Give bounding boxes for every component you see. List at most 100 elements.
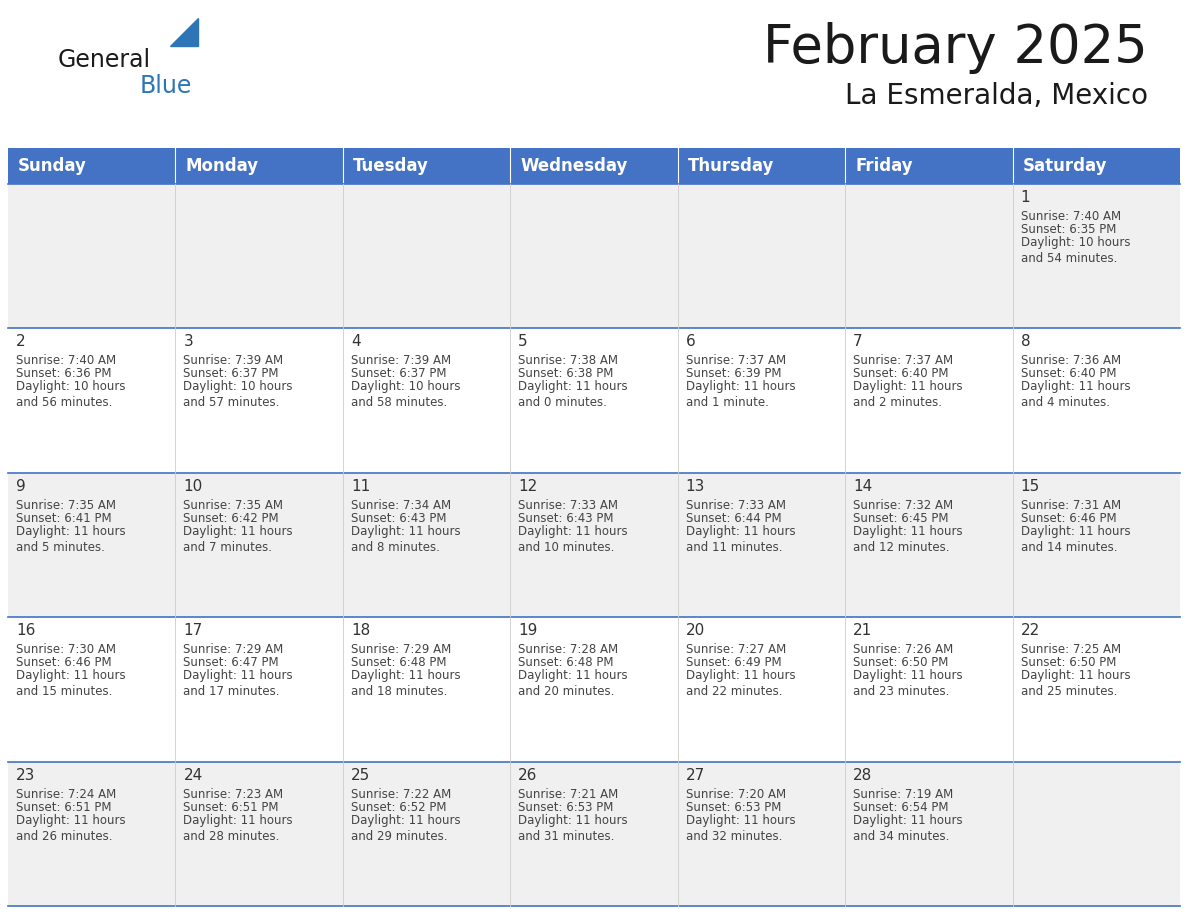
Text: Sunrise: 7:26 AM: Sunrise: 7:26 AM bbox=[853, 644, 954, 656]
Text: Wednesday: Wednesday bbox=[520, 157, 627, 175]
Text: Sunset: 6:43 PM: Sunset: 6:43 PM bbox=[518, 512, 614, 525]
Text: Sunset: 6:51 PM: Sunset: 6:51 PM bbox=[183, 800, 279, 813]
Text: Sunrise: 7:39 AM: Sunrise: 7:39 AM bbox=[183, 354, 284, 367]
Text: Daylight: 11 hours
and 32 minutes.: Daylight: 11 hours and 32 minutes. bbox=[685, 813, 795, 843]
Text: Daylight: 11 hours
and 18 minutes.: Daylight: 11 hours and 18 minutes. bbox=[350, 669, 461, 699]
Text: Daylight: 11 hours
and 22 minutes.: Daylight: 11 hours and 22 minutes. bbox=[685, 669, 795, 699]
Bar bbox=[677, 148, 845, 184]
Text: Sunset: 6:46 PM: Sunset: 6:46 PM bbox=[1020, 512, 1117, 525]
Text: Sunrise: 7:33 AM: Sunrise: 7:33 AM bbox=[518, 498, 618, 512]
Text: 20: 20 bbox=[685, 623, 704, 638]
Text: Sunset: 6:40 PM: Sunset: 6:40 PM bbox=[853, 367, 949, 380]
Text: Friday: Friday bbox=[855, 157, 912, 175]
Text: Sunrise: 7:34 AM: Sunrise: 7:34 AM bbox=[350, 498, 451, 512]
Text: Daylight: 11 hours
and 25 minutes.: Daylight: 11 hours and 25 minutes. bbox=[1020, 669, 1130, 699]
Text: Daylight: 11 hours
and 29 minutes.: Daylight: 11 hours and 29 minutes. bbox=[350, 813, 461, 843]
Polygon shape bbox=[170, 18, 198, 46]
Text: Daylight: 10 hours
and 57 minutes.: Daylight: 10 hours and 57 minutes. bbox=[183, 380, 293, 409]
Text: Sunrise: 7:27 AM: Sunrise: 7:27 AM bbox=[685, 644, 786, 656]
Text: 7: 7 bbox=[853, 334, 862, 350]
Text: Daylight: 11 hours
and 12 minutes.: Daylight: 11 hours and 12 minutes. bbox=[853, 525, 962, 554]
Text: Daylight: 11 hours
and 34 minutes.: Daylight: 11 hours and 34 minutes. bbox=[853, 813, 962, 843]
Text: 3: 3 bbox=[183, 334, 194, 350]
Text: Daylight: 11 hours
and 11 minutes.: Daylight: 11 hours and 11 minutes. bbox=[685, 525, 795, 554]
Text: Sunset: 6:50 PM: Sunset: 6:50 PM bbox=[1020, 656, 1116, 669]
Text: Daylight: 11 hours
and 8 minutes.: Daylight: 11 hours and 8 minutes. bbox=[350, 525, 461, 554]
Text: Daylight: 11 hours
and 14 minutes.: Daylight: 11 hours and 14 minutes. bbox=[1020, 525, 1130, 554]
Text: Sunrise: 7:29 AM: Sunrise: 7:29 AM bbox=[183, 644, 284, 656]
Text: Daylight: 11 hours
and 5 minutes.: Daylight: 11 hours and 5 minutes. bbox=[15, 525, 126, 554]
Text: Sunrise: 7:28 AM: Sunrise: 7:28 AM bbox=[518, 644, 619, 656]
Bar bbox=[8, 617, 1180, 762]
Text: Daylight: 11 hours
and 4 minutes.: Daylight: 11 hours and 4 minutes. bbox=[1020, 380, 1130, 409]
Text: Sunrise: 7:29 AM: Sunrise: 7:29 AM bbox=[350, 644, 451, 656]
Text: Tuesday: Tuesday bbox=[353, 157, 429, 175]
Text: Daylight: 11 hours
and 1 minute.: Daylight: 11 hours and 1 minute. bbox=[685, 380, 795, 409]
Text: Saturday: Saturday bbox=[1023, 157, 1107, 175]
Text: Daylight: 10 hours
and 56 minutes.: Daylight: 10 hours and 56 minutes. bbox=[15, 380, 126, 409]
Text: 28: 28 bbox=[853, 767, 872, 783]
Text: 6: 6 bbox=[685, 334, 695, 350]
Text: 2: 2 bbox=[15, 334, 26, 350]
Text: 4: 4 bbox=[350, 334, 360, 350]
Text: Sunrise: 7:39 AM: Sunrise: 7:39 AM bbox=[350, 354, 451, 367]
Text: Sunset: 6:48 PM: Sunset: 6:48 PM bbox=[518, 656, 614, 669]
Text: Sunrise: 7:19 AM: Sunrise: 7:19 AM bbox=[853, 788, 954, 800]
Text: 19: 19 bbox=[518, 623, 538, 638]
Text: 24: 24 bbox=[183, 767, 203, 783]
Text: Sunset: 6:39 PM: Sunset: 6:39 PM bbox=[685, 367, 782, 380]
Text: Sunset: 6:49 PM: Sunset: 6:49 PM bbox=[685, 656, 782, 669]
Text: 9: 9 bbox=[15, 479, 26, 494]
Text: 22: 22 bbox=[1020, 623, 1040, 638]
Text: 17: 17 bbox=[183, 623, 203, 638]
Text: Sunrise: 7:31 AM: Sunrise: 7:31 AM bbox=[1020, 498, 1120, 512]
Text: Sunset: 6:44 PM: Sunset: 6:44 PM bbox=[685, 512, 782, 525]
Text: Sunrise: 7:33 AM: Sunrise: 7:33 AM bbox=[685, 498, 785, 512]
Text: Sunset: 6:48 PM: Sunset: 6:48 PM bbox=[350, 656, 447, 669]
Text: Daylight: 11 hours
and 10 minutes.: Daylight: 11 hours and 10 minutes. bbox=[518, 525, 628, 554]
Text: 12: 12 bbox=[518, 479, 537, 494]
Text: Sunrise: 7:35 AM: Sunrise: 7:35 AM bbox=[183, 498, 284, 512]
Text: Monday: Monday bbox=[185, 157, 259, 175]
Text: 15: 15 bbox=[1020, 479, 1040, 494]
Text: Sunset: 6:45 PM: Sunset: 6:45 PM bbox=[853, 512, 949, 525]
Text: Sunrise: 7:38 AM: Sunrise: 7:38 AM bbox=[518, 354, 618, 367]
Text: Sunrise: 7:25 AM: Sunrise: 7:25 AM bbox=[1020, 644, 1120, 656]
Text: 25: 25 bbox=[350, 767, 371, 783]
Text: 18: 18 bbox=[350, 623, 371, 638]
Text: Sunset: 6:51 PM: Sunset: 6:51 PM bbox=[15, 800, 112, 813]
Text: Daylight: 11 hours
and 28 minutes.: Daylight: 11 hours and 28 minutes. bbox=[183, 813, 293, 843]
Bar bbox=[845, 148, 1012, 184]
Text: Daylight: 11 hours
and 26 minutes.: Daylight: 11 hours and 26 minutes. bbox=[15, 813, 126, 843]
Text: Sunset: 6:50 PM: Sunset: 6:50 PM bbox=[853, 656, 948, 669]
Text: Sunset: 6:37 PM: Sunset: 6:37 PM bbox=[183, 367, 279, 380]
Text: Sunrise: 7:37 AM: Sunrise: 7:37 AM bbox=[685, 354, 785, 367]
Text: Sunset: 6:46 PM: Sunset: 6:46 PM bbox=[15, 656, 112, 669]
Text: 21: 21 bbox=[853, 623, 872, 638]
Text: Daylight: 11 hours
and 15 minutes.: Daylight: 11 hours and 15 minutes. bbox=[15, 669, 126, 699]
Text: Sunset: 6:36 PM: Sunset: 6:36 PM bbox=[15, 367, 112, 380]
Text: Sunset: 6:43 PM: Sunset: 6:43 PM bbox=[350, 512, 447, 525]
Text: Sunset: 6:53 PM: Sunset: 6:53 PM bbox=[518, 800, 614, 813]
Text: Sunrise: 7:20 AM: Sunrise: 7:20 AM bbox=[685, 788, 785, 800]
Bar bbox=[8, 184, 1180, 329]
Text: 5: 5 bbox=[518, 334, 527, 350]
Bar bbox=[8, 762, 1180, 906]
Text: Daylight: 11 hours
and 7 minutes.: Daylight: 11 hours and 7 minutes. bbox=[183, 525, 293, 554]
Bar bbox=[176, 148, 343, 184]
Text: Sunrise: 7:30 AM: Sunrise: 7:30 AM bbox=[15, 644, 116, 656]
Text: Daylight: 11 hours
and 17 minutes.: Daylight: 11 hours and 17 minutes. bbox=[183, 669, 293, 699]
Text: Sunset: 6:38 PM: Sunset: 6:38 PM bbox=[518, 367, 614, 380]
Text: Sunrise: 7:35 AM: Sunrise: 7:35 AM bbox=[15, 498, 116, 512]
Text: Daylight: 10 hours
and 54 minutes.: Daylight: 10 hours and 54 minutes. bbox=[1020, 236, 1130, 265]
Bar bbox=[8, 148, 176, 184]
Text: 10: 10 bbox=[183, 479, 203, 494]
Text: Daylight: 11 hours
and 20 minutes.: Daylight: 11 hours and 20 minutes. bbox=[518, 669, 628, 699]
Text: Daylight: 11 hours
and 2 minutes.: Daylight: 11 hours and 2 minutes. bbox=[853, 380, 962, 409]
Text: Sunrise: 7:21 AM: Sunrise: 7:21 AM bbox=[518, 788, 619, 800]
Text: 14: 14 bbox=[853, 479, 872, 494]
Text: Sunrise: 7:40 AM: Sunrise: 7:40 AM bbox=[1020, 210, 1120, 223]
Text: Sunrise: 7:22 AM: Sunrise: 7:22 AM bbox=[350, 788, 451, 800]
Text: Daylight: 10 hours
and 58 minutes.: Daylight: 10 hours and 58 minutes. bbox=[350, 380, 461, 409]
Text: Sunrise: 7:24 AM: Sunrise: 7:24 AM bbox=[15, 788, 116, 800]
